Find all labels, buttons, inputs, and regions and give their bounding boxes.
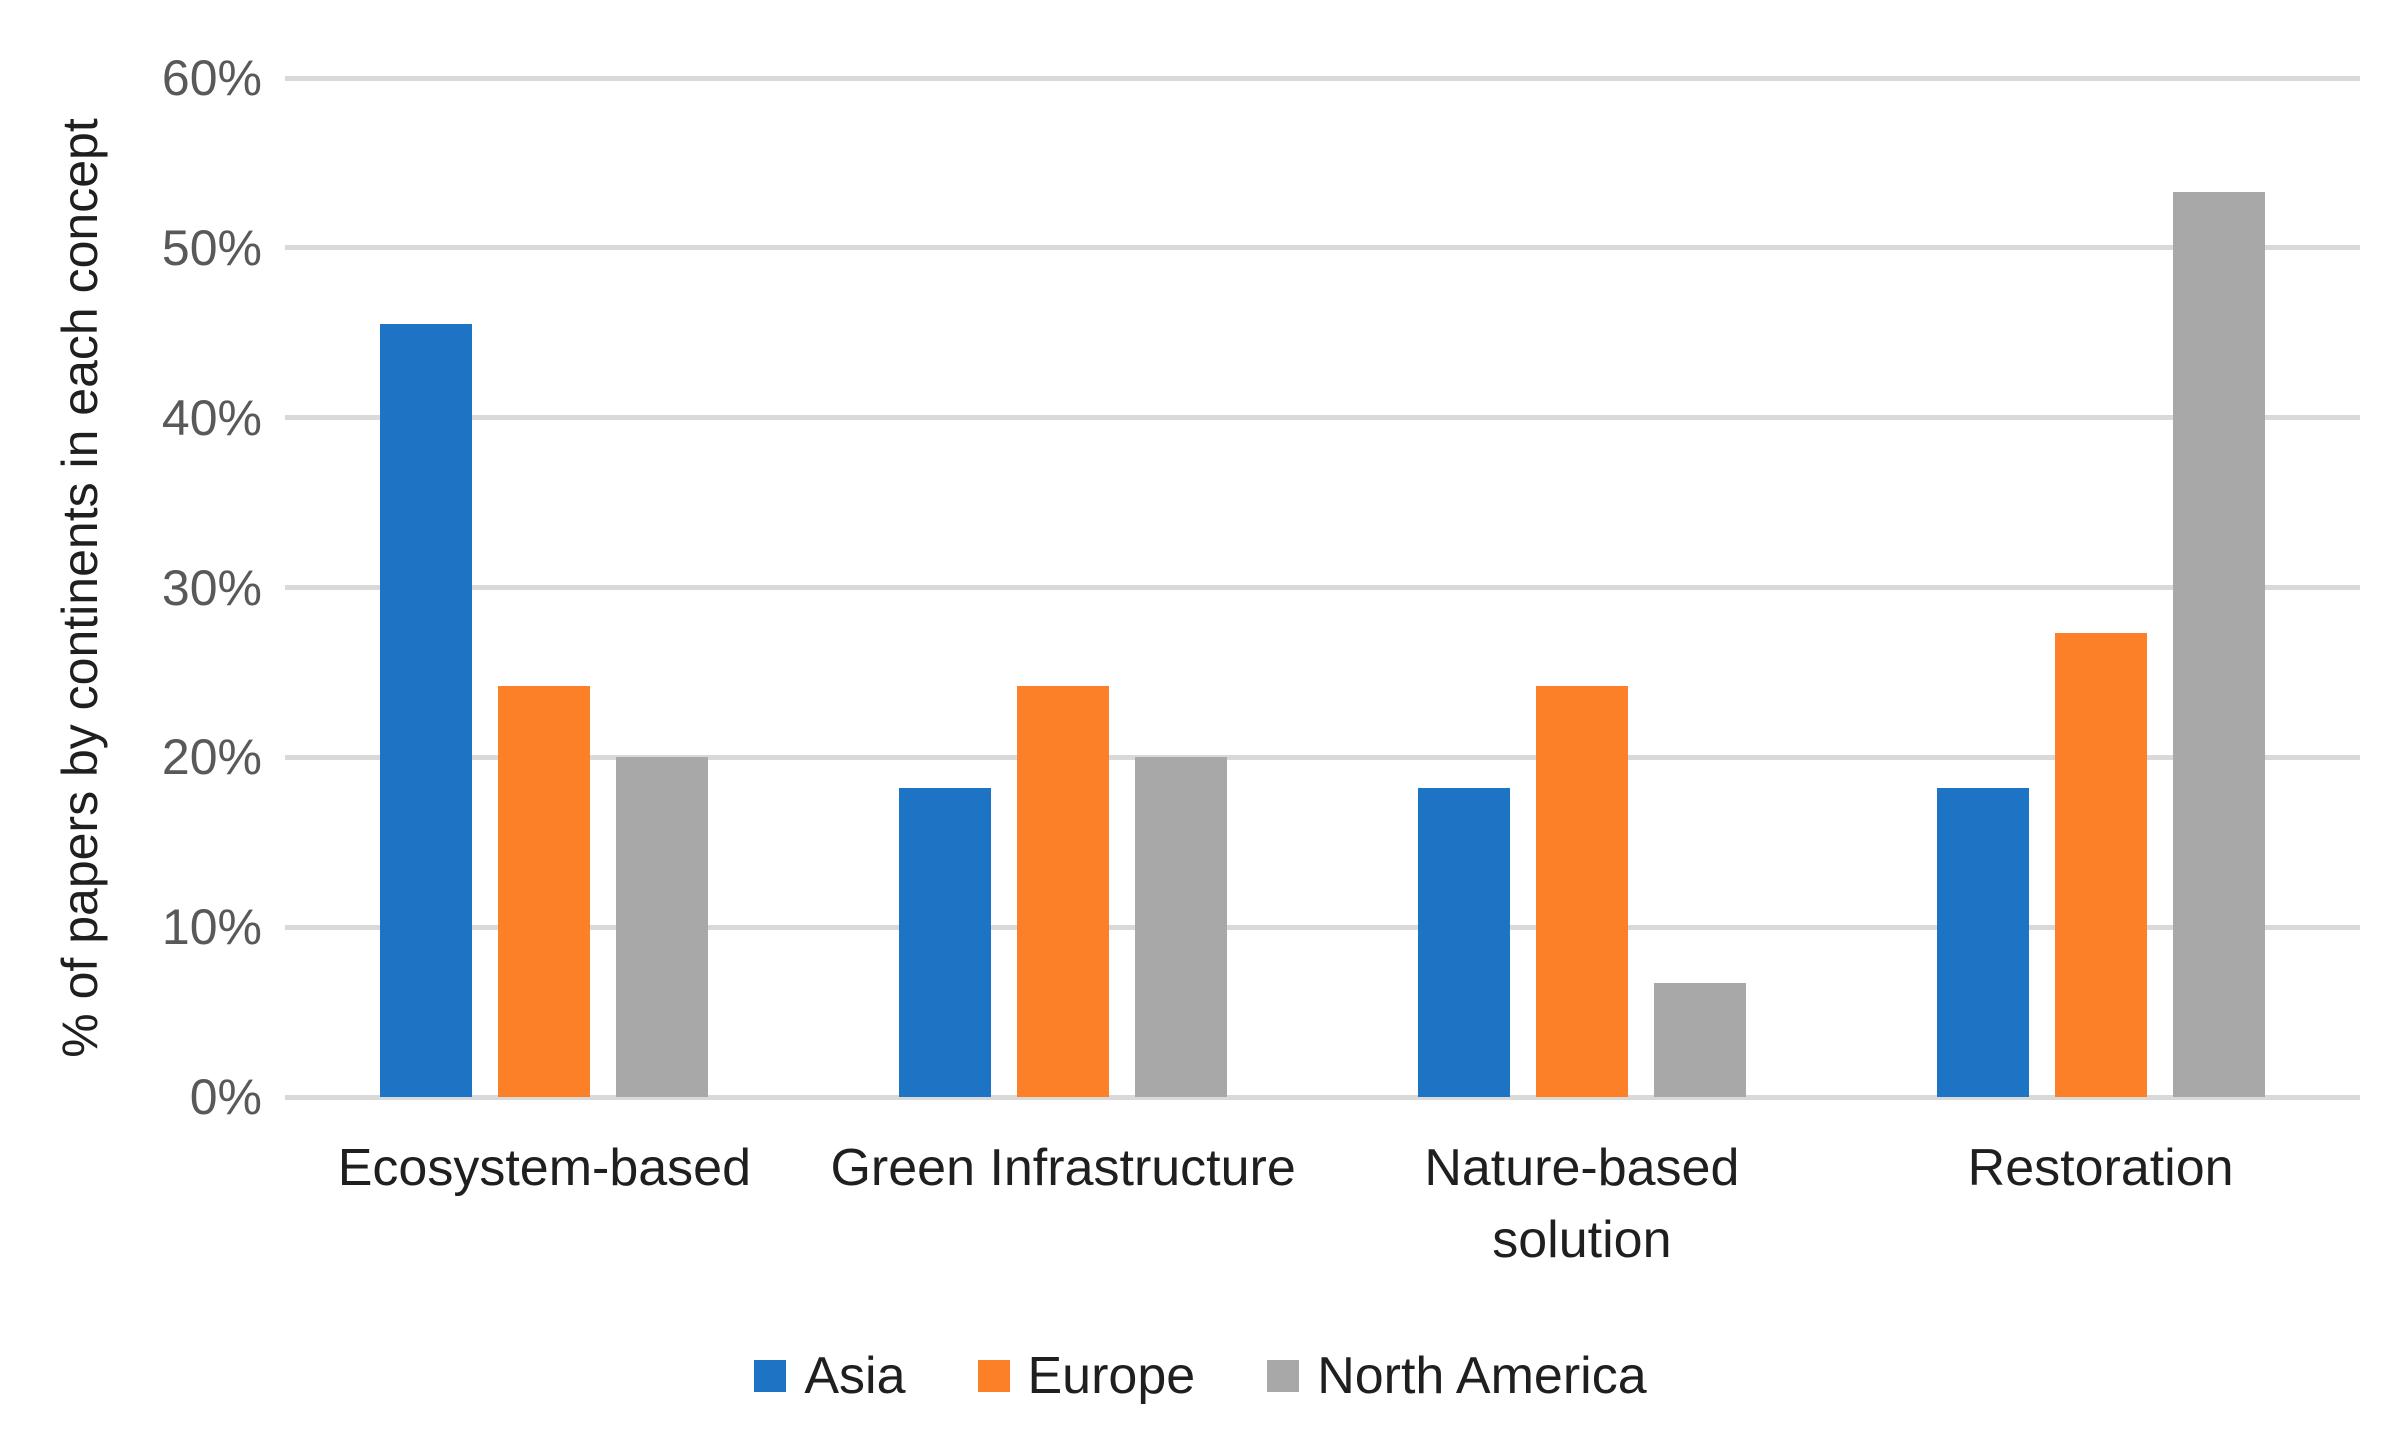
y-tick-label-20: 20% [161, 729, 262, 786]
bar-north-america-green-infrastructure [1135, 757, 1228, 1097]
y-tick-label-10: 10% [161, 899, 262, 956]
bar-europe-ecosystem-based [498, 686, 591, 1097]
legend-swatch-asia [754, 1360, 787, 1392]
gridline-60 [285, 75, 2360, 81]
legend-swatch-europe [977, 1360, 1010, 1392]
category-label-line: Green Infrastructure [830, 1139, 1296, 1197]
bar-asia-green-infrastructure [899, 787, 992, 1097]
y-tick-label-50: 50% [161, 219, 262, 276]
category-label-ecosystem-based: Ecosystem-based [285, 1132, 804, 1276]
x-axis-category-labels: Ecosystem-based Green Infrastructure Natur… [285, 1132, 2360, 1276]
legend-swatch-north-america [1267, 1360, 1300, 1392]
category-label-green-infrastructure: Green Infrastructure [804, 1132, 1323, 1276]
y-tick-label-0: 0% [189, 1069, 262, 1125]
plot-area [285, 75, 2360, 1100]
legend-item-asia: Asia [754, 1344, 906, 1408]
legend: Asia Europe North America [0, 1344, 2401, 1408]
legend-item-north-america: North America [1267, 1344, 1647, 1408]
legend-item-europe: Europe [977, 1344, 1196, 1408]
gridline-0 [285, 1094, 2360, 1100]
bar-europe-nature-based-solution [1535, 686, 1628, 1097]
bar-asia-ecosystem-based [380, 324, 473, 1097]
category-label-restoration: Restoration [1841, 1132, 2360, 1276]
bar-asia-nature-based-solution [1417, 787, 1510, 1097]
y-tick-label-30: 30% [161, 559, 262, 616]
bar-asia-restoration [1936, 787, 2029, 1097]
bar-north-america-restoration [2172, 191, 2265, 1097]
gridline-20 [285, 754, 2360, 760]
bar-north-america-ecosystem-based [616, 757, 709, 1097]
y-tick-label-40: 40% [161, 389, 262, 446]
category-label-line: solution [1492, 1211, 1672, 1269]
legend-label-north-america: North America [1317, 1347, 1647, 1405]
category-label-line: Ecosystem-based [337, 1139, 752, 1197]
legend-label-europe: Europe [1027, 1347, 1196, 1405]
bar-north-america-nature-based-solution [1653, 983, 1746, 1097]
category-label-nature-based-solution: Nature-based solution [1323, 1132, 1842, 1276]
gridline-40 [285, 415, 2360, 421]
gridline-50 [285, 245, 2360, 251]
y-tick-label-60: 60% [161, 50, 262, 106]
legend-label-asia: Asia [804, 1347, 906, 1405]
gridline-30 [285, 585, 2360, 590]
gridline-10 [285, 924, 2360, 930]
category-label-line: Nature-based [1424, 1139, 1740, 1197]
bar-europe-green-infrastructure [1017, 686, 1110, 1097]
category-label-line: Restoration [1967, 1139, 2234, 1197]
bar-europe-restoration [2054, 633, 2147, 1097]
